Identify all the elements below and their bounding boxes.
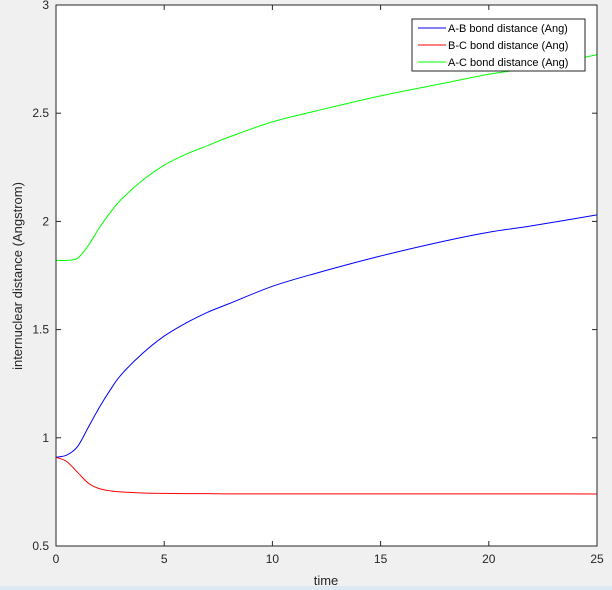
y-axis: 0.5 1 1.5 2 2.5 3 — [32, 0, 597, 553]
legend-label-bc: B-C bond distance (Ang) — [448, 40, 568, 52]
plot-frame — [55, 4, 598, 547]
series-line-ab — [55, 214, 598, 458]
x-tick-label: 25 — [590, 552, 604, 566]
series-layer — [55, 54, 598, 495]
x-tick-label: 15 — [374, 552, 388, 566]
x-tick-label: 10 — [266, 552, 280, 566]
legend-label-ac: A-C bond distance (Ang) — [448, 57, 568, 69]
y-tick-label: 1.5 — [32, 323, 49, 337]
y-tick-label: 1 — [42, 431, 49, 445]
x-axis-label: time — [314, 573, 339, 588]
legend: A-B bond distance (Ang) B-C bond distanc… — [411, 18, 586, 72]
series-line-ac — [55, 54, 598, 262]
y-axis-label: internuclear distance (Angstrom) — [10, 182, 25, 370]
plot-area — [56, 5, 597, 546]
x-axis: 0 5 10 15 20 25 — [53, 5, 604, 566]
x-tick-label: 5 — [161, 552, 168, 566]
x-tick-label: 20 — [482, 552, 496, 566]
y-tick-label: 0.5 — [32, 539, 49, 553]
x-tick-label: 0 — [53, 552, 60, 566]
legend-label-ab: A-B bond distance (Ang) — [448, 23, 568, 35]
y-tick-label: 2 — [42, 214, 49, 228]
series-line-bc — [55, 456, 598, 495]
y-tick-label: 2.5 — [32, 106, 49, 120]
y-tick-label: 3 — [42, 0, 49, 12]
window-bottom-edge — [0, 586, 612, 590]
